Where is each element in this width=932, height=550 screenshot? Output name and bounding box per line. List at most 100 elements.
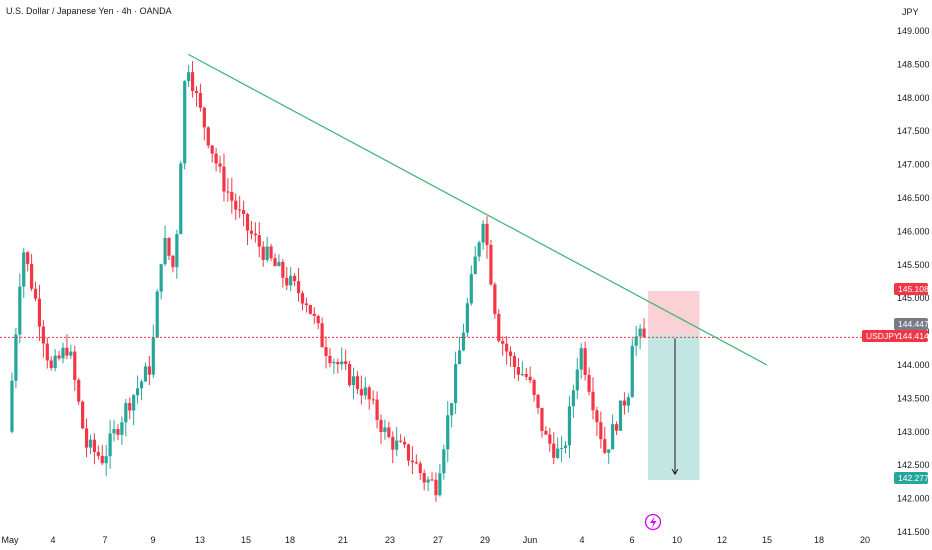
price-tick-label: 148.000 — [897, 93, 930, 103]
candle-body — [151, 337, 155, 375]
candle-body — [485, 223, 489, 245]
candle-body — [563, 445, 568, 448]
candle-body — [497, 313, 501, 342]
candle-body — [528, 376, 532, 381]
candle-body — [611, 424, 615, 450]
candle-body — [261, 246, 265, 260]
stop-loss-zone[interactable] — [648, 290, 700, 336]
candle-body — [26, 252, 30, 264]
candle-body — [512, 356, 517, 367]
candle-body — [505, 343, 509, 352]
candle-body — [147, 366, 151, 375]
candle-body — [155, 291, 159, 338]
candle-body — [363, 387, 367, 396]
time-tick-label: 4 — [579, 535, 584, 545]
candle-body — [265, 246, 269, 260]
candle-body — [49, 360, 53, 368]
price-tick-label: 141.500 — [897, 527, 930, 537]
candle-body — [473, 256, 477, 275]
candle-body — [336, 361, 340, 365]
candle-body — [183, 81, 187, 164]
candle-body — [622, 400, 627, 406]
candle-body — [638, 328, 642, 337]
candle-body — [171, 255, 175, 268]
target-arrow-head — [671, 468, 679, 476]
time-axis[interactable]: May 4 7 9 13 15 18 21 23 27 29 Jun 4 6 10 12 15 18 20 — [1, 535, 870, 545]
target-price-tag: 142.277 — [894, 472, 929, 484]
candle-body — [508, 351, 513, 357]
candle-body — [375, 399, 379, 420]
candle-body — [599, 422, 603, 440]
candle-body — [104, 456, 108, 464]
time-tick-label: 15 — [762, 535, 772, 545]
lightning-icon[interactable] — [644, 513, 662, 531]
candle-body — [45, 343, 49, 361]
take-profit-zone[interactable] — [648, 335, 700, 481]
candle-body — [324, 347, 328, 356]
candle-body — [190, 72, 195, 91]
candle-body — [575, 369, 579, 391]
candle-body — [300, 293, 305, 304]
candle-body — [65, 347, 69, 356]
candle-body — [626, 397, 630, 406]
candle-body — [426, 479, 430, 483]
candle-body — [461, 332, 466, 351]
candle-body — [69, 351, 73, 356]
candle-body — [418, 463, 422, 473]
candle-body — [453, 364, 458, 404]
candle-body — [316, 316, 320, 324]
candle-body — [33, 288, 38, 299]
target-tag-bg — [894, 472, 928, 484]
price-tick-label: 147.500 — [897, 126, 930, 136]
candle-body — [88, 439, 93, 448]
candle-body — [501, 341, 505, 344]
candle-body — [371, 399, 375, 401]
candle-body — [493, 284, 497, 314]
candle-body — [395, 440, 399, 450]
candle-body — [312, 313, 316, 317]
candle-body — [135, 388, 140, 396]
candle-body — [277, 261, 281, 267]
candle-body — [273, 258, 277, 267]
candle-body — [293, 275, 297, 282]
candle-body — [607, 449, 611, 453]
candle-body — [108, 433, 112, 457]
candle-body — [296, 281, 301, 294]
candle-body — [230, 191, 234, 201]
price-tick-label: 146.500 — [897, 193, 930, 203]
time-tick-label: May — [1, 535, 19, 545]
time-tick-label: 21 — [338, 535, 348, 545]
candle-body — [281, 261, 285, 278]
trendline[interactable] — [187, 53, 768, 366]
candle-body — [206, 127, 210, 146]
candle-body — [226, 191, 230, 193]
stop-price-tag: 145.108 — [894, 283, 929, 295]
candle-body — [410, 460, 415, 463]
candle-body — [84, 428, 89, 448]
candle-body — [159, 264, 163, 292]
candle-body — [344, 361, 348, 365]
candle-body — [100, 455, 104, 464]
candle-body — [524, 374, 528, 377]
candle-body — [175, 234, 179, 268]
candle-body — [414, 462, 418, 464]
time-tick-label: 7 — [102, 535, 107, 545]
candle-body — [53, 355, 57, 368]
time-tick-label: 18 — [814, 535, 824, 545]
candle-body — [57, 355, 61, 359]
candle-body — [434, 479, 438, 496]
candle-body — [132, 395, 136, 411]
candle-body — [579, 348, 583, 370]
stop-tag-text: 145.108 — [898, 284, 929, 294]
target-tag-text: 142.277 — [898, 473, 929, 483]
candle-body — [477, 242, 481, 257]
time-tick-label: 9 — [150, 535, 155, 545]
price-tick-label: 148.500 — [897, 59, 930, 69]
time-tick-label: Jun — [523, 535, 538, 545]
candle-body — [22, 252, 26, 287]
candle-body — [532, 380, 536, 395]
candle-body — [457, 350, 462, 365]
candle-body — [81, 401, 85, 429]
candle-body — [179, 163, 183, 235]
